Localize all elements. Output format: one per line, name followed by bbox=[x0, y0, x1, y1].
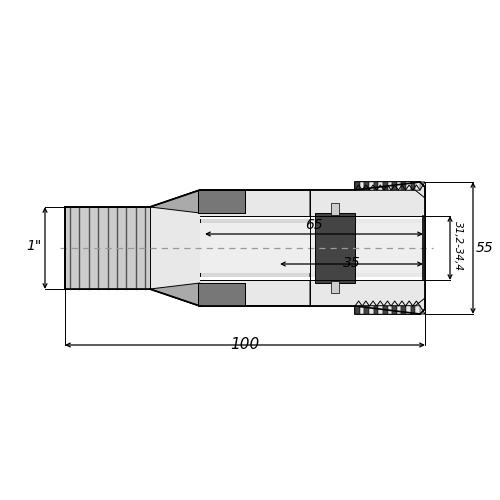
Polygon shape bbox=[416, 306, 420, 314]
Polygon shape bbox=[364, 306, 369, 314]
Polygon shape bbox=[200, 277, 423, 280]
Polygon shape bbox=[388, 306, 392, 314]
Polygon shape bbox=[200, 216, 423, 219]
Text: 1": 1" bbox=[27, 239, 42, 253]
Polygon shape bbox=[392, 306, 397, 314]
Polygon shape bbox=[416, 182, 420, 190]
Polygon shape bbox=[150, 283, 200, 306]
Polygon shape bbox=[355, 306, 360, 314]
Polygon shape bbox=[397, 182, 402, 190]
Polygon shape bbox=[369, 182, 374, 190]
Polygon shape bbox=[360, 182, 364, 190]
Polygon shape bbox=[198, 190, 245, 213]
Polygon shape bbox=[331, 281, 339, 293]
Polygon shape bbox=[406, 182, 410, 190]
Polygon shape bbox=[65, 207, 150, 289]
Polygon shape bbox=[65, 182, 425, 314]
Polygon shape bbox=[383, 182, 388, 190]
Text: 55: 55 bbox=[476, 241, 494, 255]
Polygon shape bbox=[360, 306, 364, 314]
Polygon shape bbox=[200, 216, 423, 280]
Polygon shape bbox=[315, 213, 355, 283]
Polygon shape bbox=[355, 182, 360, 190]
Polygon shape bbox=[410, 306, 416, 314]
Text: 100: 100 bbox=[230, 337, 260, 352]
Polygon shape bbox=[200, 223, 423, 273]
Polygon shape bbox=[355, 306, 425, 314]
Polygon shape bbox=[378, 306, 383, 314]
Text: 35: 35 bbox=[342, 256, 360, 270]
Polygon shape bbox=[369, 306, 374, 314]
Polygon shape bbox=[355, 182, 425, 190]
Polygon shape bbox=[392, 182, 397, 190]
Polygon shape bbox=[410, 182, 416, 190]
Polygon shape bbox=[378, 182, 383, 190]
Polygon shape bbox=[374, 182, 378, 190]
Polygon shape bbox=[402, 306, 406, 314]
Polygon shape bbox=[310, 190, 425, 306]
Text: 31,2-34,4: 31,2-34,4 bbox=[453, 221, 463, 271]
Polygon shape bbox=[397, 306, 402, 314]
Polygon shape bbox=[383, 306, 388, 314]
Text: 65: 65 bbox=[305, 218, 323, 232]
Polygon shape bbox=[150, 190, 200, 213]
Polygon shape bbox=[402, 182, 406, 190]
Polygon shape bbox=[374, 306, 378, 314]
Polygon shape bbox=[406, 306, 410, 314]
Polygon shape bbox=[388, 182, 392, 190]
Polygon shape bbox=[331, 203, 339, 215]
Polygon shape bbox=[364, 182, 369, 190]
Polygon shape bbox=[198, 283, 245, 306]
